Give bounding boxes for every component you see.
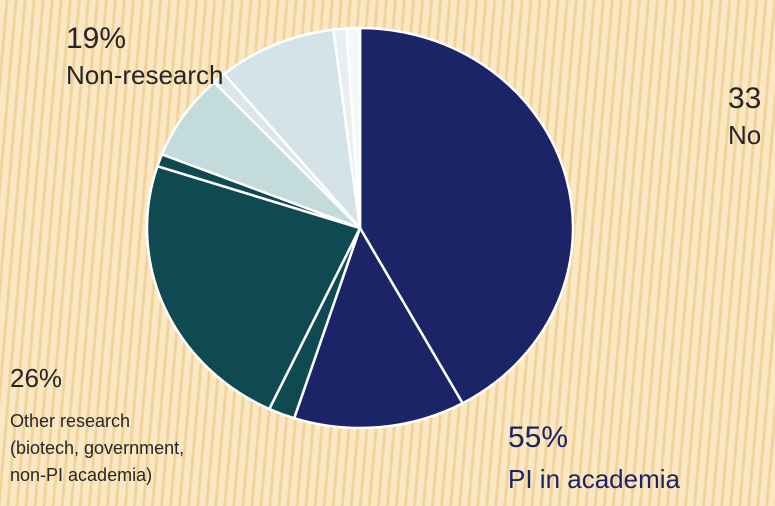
annotation-label: Other research <box>10 411 130 431</box>
annotation-label: No <box>728 120 761 150</box>
annotation-pct: 55% <box>508 421 568 454</box>
annotation-label: Non-research <box>66 60 224 90</box>
annotation-label: PI in academia <box>508 464 681 494</box>
pie <box>145 26 575 430</box>
pie-slice <box>358 26 575 405</box>
annotation-label: (biotech, government, <box>10 438 184 458</box>
annotation-pct: 33 <box>728 82 761 115</box>
pie-slice <box>145 164 362 411</box>
annotation-pct: 26% <box>10 363 62 393</box>
annotation-pct: 19% <box>66 22 126 55</box>
pie-slice <box>292 226 464 430</box>
pie-slice <box>222 28 362 230</box>
pie-slice <box>345 26 362 230</box>
annotation-label: non-PI academia) <box>10 465 152 485</box>
